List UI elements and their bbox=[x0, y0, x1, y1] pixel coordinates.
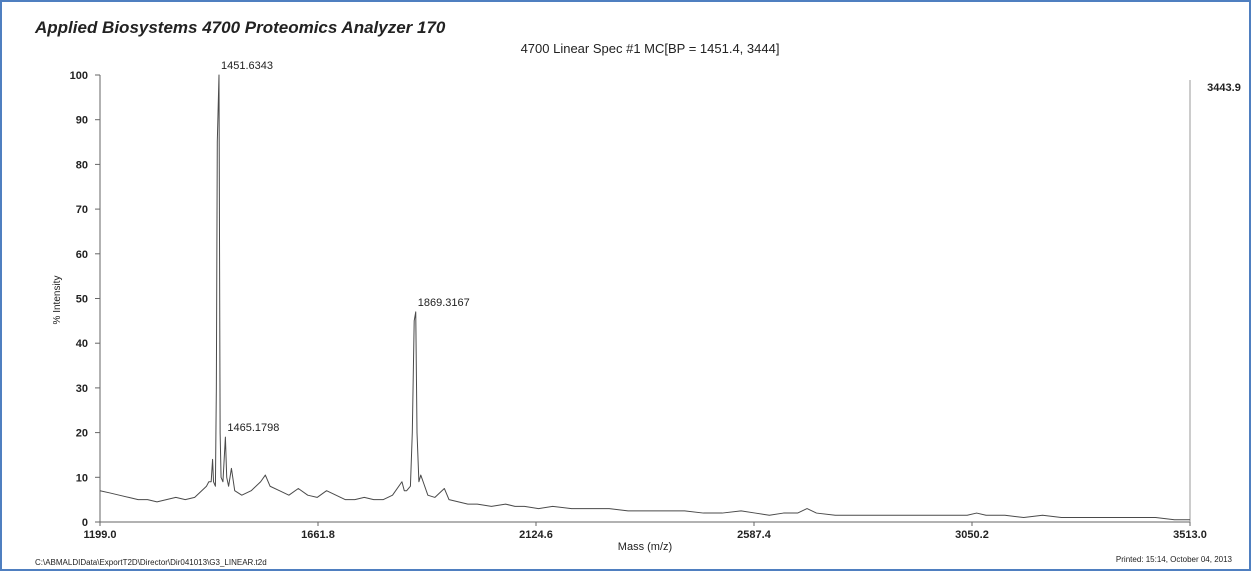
y-tick-label: 0 bbox=[82, 517, 88, 529]
x-tick-label: 1661.8 bbox=[301, 529, 335, 541]
spectrum-line bbox=[99, 74, 1190, 521]
x-tick-label: 3513.0 bbox=[1173, 529, 1207, 541]
x-tick-label: 2587.4 bbox=[737, 529, 772, 541]
y-tick-label: 40 bbox=[76, 338, 88, 350]
chart-subtitle: 4700 Linear Spec #1 MC[BP = 1451.4, 3444… bbox=[521, 41, 780, 56]
y-tick-label: 70 bbox=[76, 204, 88, 216]
file-path: C:\ABMALDIData\ExportT2D\Director\Dir041… bbox=[35, 558, 267, 567]
y-tick-label: 10 bbox=[76, 472, 88, 484]
x-axis-label: Mass (m/z) bbox=[618, 541, 672, 553]
y-tick-label: 30 bbox=[76, 383, 88, 395]
y-tick-label: 90 bbox=[76, 115, 88, 127]
x-tick-label: 1199.0 bbox=[83, 529, 116, 541]
x-tick-label: 3050.2 bbox=[955, 529, 989, 541]
x-tick-label: 2124.6 bbox=[519, 529, 553, 541]
y-tick-label: 100 bbox=[70, 70, 88, 82]
peak-label: 1451.6343 bbox=[221, 60, 273, 72]
intensity-max: 3443.9 bbox=[1207, 82, 1241, 94]
y-axis-label: % Intensity bbox=[52, 276, 63, 325]
peak-label: 1465.1798 bbox=[227, 422, 279, 434]
peak-label: 1869.3167 bbox=[418, 297, 470, 309]
printed-date: Printed: 15:14, October 04, 2013 bbox=[1116, 555, 1233, 564]
y-tick-label: 60 bbox=[76, 249, 88, 261]
y-tick-label: 50 bbox=[76, 294, 88, 306]
chart-title: Applied Biosystems 4700 Proteomics Analy… bbox=[34, 18, 446, 37]
y-tick-label: 20 bbox=[76, 428, 88, 440]
y-tick-label: 80 bbox=[76, 159, 88, 171]
